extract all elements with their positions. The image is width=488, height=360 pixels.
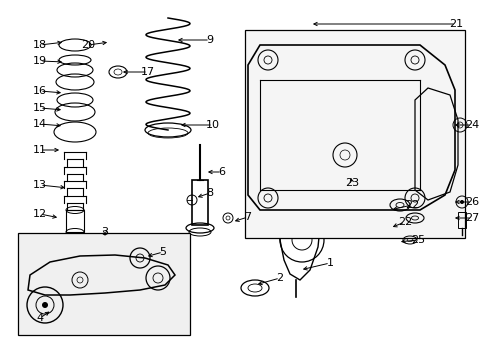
- Circle shape: [42, 302, 48, 308]
- Text: 5: 5: [159, 247, 166, 257]
- Text: 17: 17: [141, 67, 155, 77]
- Text: 10: 10: [205, 120, 220, 130]
- Text: 9: 9: [206, 35, 213, 45]
- Text: 3: 3: [102, 227, 108, 237]
- Text: 25: 25: [410, 235, 424, 245]
- Circle shape: [459, 200, 463, 204]
- Text: 8: 8: [206, 188, 213, 198]
- Bar: [192, 180, 207, 225]
- Text: 13: 13: [33, 180, 47, 190]
- Text: 6: 6: [218, 167, 225, 177]
- Bar: [457, 212, 465, 228]
- Text: 1: 1: [326, 258, 333, 268]
- Text: 15: 15: [33, 103, 47, 113]
- Text: 19: 19: [33, 56, 47, 66]
- Text: 14: 14: [33, 119, 47, 129]
- Polygon shape: [244, 30, 464, 238]
- Text: 24: 24: [464, 120, 478, 130]
- Text: 27: 27: [464, 213, 478, 223]
- Text: 18: 18: [33, 40, 47, 50]
- Text: 11: 11: [33, 145, 47, 155]
- Text: 22: 22: [404, 200, 418, 210]
- Text: 22: 22: [397, 217, 411, 227]
- Text: 16: 16: [33, 86, 47, 96]
- Text: 12: 12: [33, 209, 47, 219]
- Bar: [18, 233, 190, 335]
- Text: 23: 23: [344, 178, 358, 188]
- Text: 2: 2: [276, 273, 283, 283]
- Text: 20: 20: [81, 40, 95, 50]
- Text: 26: 26: [464, 197, 478, 207]
- Text: 7: 7: [244, 212, 251, 222]
- Text: 4: 4: [37, 313, 43, 323]
- Text: 21: 21: [448, 19, 462, 29]
- Bar: [66, 210, 84, 232]
